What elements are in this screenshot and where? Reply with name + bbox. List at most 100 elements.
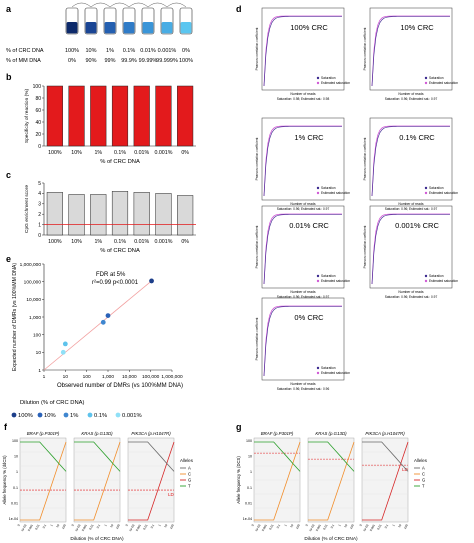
y-tick-label: 60 xyxy=(35,108,41,114)
legend-estimated-marker xyxy=(316,191,320,195)
legend-label: C xyxy=(188,472,191,477)
y-tick-label: 1 xyxy=(38,222,41,228)
x-tick-label: 1% xyxy=(94,150,102,156)
x-tick-label: 100 xyxy=(115,523,121,530)
bar xyxy=(111,85,129,147)
estimated-curve xyxy=(371,15,450,87)
legend-label: 0.1% xyxy=(94,413,107,419)
subplot-ylabel: Pearson correlation coefficient xyxy=(255,27,259,70)
transfer-arrow xyxy=(166,2,187,8)
y-tick-label: 0.01 xyxy=(245,501,252,505)
mm-row-label: % of MM DNA xyxy=(6,58,41,64)
y-tick-label: 1 xyxy=(16,470,18,474)
legend-estimated: Estimated saturation xyxy=(321,81,350,85)
x-tick-label: 0.01 xyxy=(376,523,383,530)
legend-saturation-marker xyxy=(424,274,428,278)
legend-saturation: Saturation xyxy=(429,274,444,278)
x-axis-label: % of CRC DNA xyxy=(100,159,140,165)
tube-row xyxy=(65,2,193,35)
mutant-allele-line xyxy=(362,441,409,521)
x-tick-label: 0.1 xyxy=(384,523,390,529)
legend-saturation-marker xyxy=(316,186,320,190)
legend-estimated-marker xyxy=(424,81,428,85)
legend-label: C xyxy=(422,472,425,477)
y-tick-label: 0.1 xyxy=(247,486,252,490)
panel-label-a: a xyxy=(6,4,12,14)
y-tick-label: 20 xyxy=(35,132,41,138)
legend-saturation-marker xyxy=(316,366,320,370)
scatter-point xyxy=(100,319,106,325)
y-tick-label: 1e-04 xyxy=(9,517,18,521)
legend-title: Dilution (% of CRC DNA) xyxy=(20,400,84,406)
mutant-allele-line xyxy=(254,441,301,521)
legend-saturation: Saturation xyxy=(321,186,336,190)
y-tick-label: 1 xyxy=(38,368,41,374)
fdr-annotation: FDR at 5% xyxy=(96,272,126,278)
subplot-title: PIK3CA (p.H1047R) xyxy=(131,431,171,436)
bar xyxy=(111,191,129,236)
subplot-label: 0% CRC xyxy=(294,313,324,322)
legend-saturation-marker xyxy=(316,274,320,278)
subplot-label: 0.1% CRC xyxy=(399,133,435,142)
subplot-xlabel: Number of reads xyxy=(290,382,316,386)
legend-saturation-marker xyxy=(424,186,428,190)
legend-marker xyxy=(11,412,17,418)
x-tick-label: 1,000,000 xyxy=(161,374,183,380)
subplot-label: 10% CRC xyxy=(400,23,434,32)
cpg-enrichment-bar-chart: 0 1 2 3 4 5 100% 10% 1% 0.1% 0.01% 0.001% 0% % of CRC… xyxy=(24,181,196,254)
scatter-point xyxy=(105,313,111,319)
x-tick-label: 1e-03 xyxy=(362,523,369,532)
saturation-curve xyxy=(371,126,450,197)
x-tick-label: 100 xyxy=(403,523,409,530)
x-tick-label: 0.001% xyxy=(154,150,172,156)
crc-percent: 1% xyxy=(106,48,114,54)
saturation-curve xyxy=(371,214,450,285)
specificity-bar-chart: 0 20 40 60 80 100 100% 10% 1% 0.1% 0.01% 0.001% 0% % … xyxy=(24,84,196,165)
x-tick-label: 0.1 xyxy=(330,523,336,529)
subplot-frame xyxy=(261,117,345,201)
subplot-stats: Saturation: 0.96; Estimated sat.: 0.96 xyxy=(277,387,330,391)
y-tick-label: 10,000 xyxy=(26,297,41,303)
subplot-frame xyxy=(369,7,453,91)
x-tick-label: 0.001 xyxy=(369,523,376,532)
x-tick-label: 0 xyxy=(17,523,21,527)
lod-label: LD xyxy=(402,467,409,472)
mm-percent: 100% xyxy=(179,58,193,64)
subplot-xlabel: Number of reads xyxy=(398,202,424,206)
x-tick-label: 0.1% xyxy=(114,150,126,156)
y-tick-label: 100,000 xyxy=(24,279,42,285)
legend-estimated: Estimated saturation xyxy=(321,371,350,375)
x-tick-label: 10 xyxy=(289,523,294,528)
legend-saturation: Saturation xyxy=(321,274,336,278)
panel-label-d: d xyxy=(236,4,242,14)
mm-percent: 99.999% xyxy=(156,58,178,64)
x-tick-label: 1 xyxy=(43,374,46,380)
reference-allele-line xyxy=(74,441,121,472)
subplot-ylabel: Pearson correlation coefficient xyxy=(363,137,367,180)
saturation-curve xyxy=(263,214,342,285)
x-tick-label: 1e-03 xyxy=(308,523,315,532)
x-tick-label: 0 xyxy=(251,523,255,527)
subplot-title: KRAS (p.G13D) xyxy=(81,431,113,436)
subplot-title: PIK3CA (p.H1047R) xyxy=(365,431,405,436)
panel-label-f: f xyxy=(4,422,8,432)
y-axis-label: Allele frequency % (DCS) xyxy=(236,456,241,504)
x-tick-label: 0 xyxy=(125,523,129,527)
tube-liquid xyxy=(123,22,135,34)
y-tick-label: 0.01 xyxy=(11,501,18,505)
bar xyxy=(68,85,85,147)
estimated-curve xyxy=(263,305,342,377)
legend-estimated: Estimated saturation xyxy=(321,191,350,195)
legend-label: G xyxy=(188,478,191,483)
x-tick-label: 1 xyxy=(157,523,161,527)
estimated-curve xyxy=(371,213,450,285)
y-tick-label: 1,000 xyxy=(29,315,41,321)
x-tick-label: 0.1 xyxy=(42,523,48,529)
x-tick-label: 0.001 xyxy=(81,523,88,532)
bar xyxy=(46,192,63,236)
reference-allele-line xyxy=(362,441,409,472)
x-axis-label: % of CRC DNA xyxy=(100,248,140,254)
x-tick-label: 10 xyxy=(63,374,69,380)
crc-percent: 0.001% xyxy=(158,48,177,54)
crc-percent-row: 100% 10% 1% 0.1% 0.01% 0.001% 0% xyxy=(65,48,190,54)
